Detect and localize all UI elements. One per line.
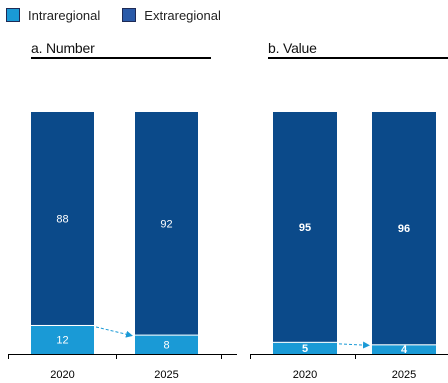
- x-tick-label-2025: 2025: [392, 369, 416, 381]
- data-label-intraregional-2020: 12: [56, 334, 68, 346]
- legend-item-intraregional: Intraregional: [6, 8, 100, 23]
- data-label-extraregional-2020: 88: [56, 213, 68, 225]
- legend-label-extraregional: Extraregional: [144, 7, 221, 23]
- legend: Intraregional Extraregional: [6, 5, 243, 25]
- legend-item-extraregional: Extraregional: [122, 8, 221, 23]
- bar-extraregional-2025: [372, 112, 436, 345]
- legend-label-intraregional: Intraregional: [28, 7, 101, 23]
- bar-intraregional-2025: [135, 334, 198, 354]
- bar-extraregional-2020: [273, 112, 337, 342]
- x-tick-label-2020: 2020: [293, 369, 317, 381]
- data-label-extraregional-2025: 96: [398, 223, 410, 235]
- trend-arrow: [95, 326, 133, 338]
- panel-title-rule-number: [31, 57, 211, 59]
- data-label-intraregional-2025: 4: [401, 344, 408, 356]
- panel-title-value: b. Value: [268, 40, 317, 56]
- bar-intraregional-2020: [31, 324, 94, 354]
- panel-title-rule-value: [268, 57, 448, 59]
- bar-intraregional-2020: [273, 341, 337, 354]
- data-label-intraregional-2025: 8: [163, 339, 169, 351]
- data-label-extraregional-2020: 95: [299, 222, 311, 234]
- bar-intraregional-2025: [372, 344, 436, 354]
- legend-swatch-extraregional: [122, 8, 137, 22]
- bar-extraregional-2020: [31, 112, 94, 325]
- trend-arrow: [338, 341, 370, 349]
- panel-title-number: a. Number: [31, 40, 95, 56]
- data-label-extraregional-2025: 92: [160, 218, 172, 230]
- legend-swatch-intraregional: [6, 8, 20, 22]
- x-tick-label-2020: 2020: [50, 369, 74, 381]
- data-label-intraregional-2020: 5: [302, 343, 308, 355]
- bar-extraregional-2025: [135, 112, 198, 335]
- x-tick-label-2025: 2025: [154, 369, 178, 381]
